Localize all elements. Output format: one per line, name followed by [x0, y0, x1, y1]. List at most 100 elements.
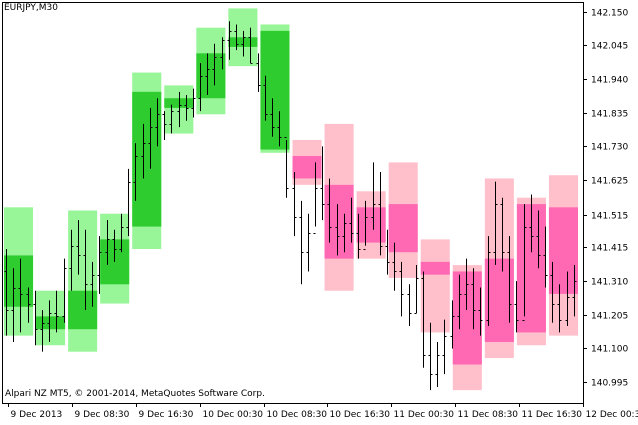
ohlc-bar — [471, 268, 476, 330]
time-tick-label: 10 Dec 16:30 — [330, 410, 391, 420]
ohlc-bar — [292, 172, 297, 237]
ohlc-bar — [105, 220, 110, 266]
ohlc-bar — [148, 107, 153, 169]
ohlc-bar — [248, 27, 253, 64]
ohlc-bar — [112, 229, 117, 262]
ohlc-bar — [385, 229, 390, 275]
ohlc-bar — [565, 271, 570, 327]
ohlc-bar — [126, 168, 131, 237]
ohlc-bar — [421, 271, 426, 368]
range-box-outer — [164, 85, 194, 134]
price-tick-label: 141.100 — [591, 345, 628, 355]
ohlc-bar — [356, 213, 361, 259]
ohlc-bar — [457, 274, 462, 330]
ohlc-bar — [486, 236, 491, 327]
plot-frame — [2, 2, 584, 404]
price-tick-label: 141.515 — [591, 212, 628, 222]
ohlc-bar — [18, 258, 23, 333]
ohlc-bar — [155, 98, 160, 147]
price-tick-label: 141.940 — [591, 76, 628, 86]
ohlc-bar — [522, 204, 527, 321]
price-tick-label: 142.150 — [591, 9, 628, 19]
ohlc-bars — [4, 21, 577, 391]
range-box-inner — [452, 271, 482, 365]
ohlc-bar — [169, 104, 174, 134]
ohlc-bar — [514, 281, 519, 333]
ohlc-bar — [198, 62, 203, 112]
range-box-outer — [420, 239, 450, 333]
ohlc-bar — [47, 300, 52, 343]
ohlc-bar — [407, 284, 412, 327]
range-box-inner — [164, 98, 194, 108]
ohlc-bar — [177, 91, 182, 128]
ohlc-bar — [507, 236, 512, 323]
ohlc-bar — [371, 162, 376, 230]
ohlc-bar — [335, 204, 340, 256]
ohlc-bar — [284, 137, 289, 198]
ohlc-bar — [62, 258, 67, 323]
ohlc-bar — [54, 290, 59, 333]
ohlc-bar — [327, 178, 332, 243]
range-box-inner — [420, 261, 450, 275]
price-tick-label: 141.625 — [591, 177, 628, 187]
ohlc-bar — [141, 123, 146, 179]
time-tick-label: 9 Dec 2013 — [11, 410, 63, 420]
ohlc-bar — [299, 200, 304, 285]
ohlc-bar — [205, 53, 210, 96]
ohlc-bar — [33, 290, 38, 346]
time-tick-label: 9 Dec 16:30 — [139, 410, 194, 420]
price-tick-label: 141.835 — [591, 110, 628, 120]
price-tick-label: 142.045 — [591, 42, 628, 52]
time-tick-label: 11 Dec 08:30 — [458, 410, 519, 420]
symbol-timeframe-label: EURJPY,M30 — [4, 3, 58, 13]
range-box-inner — [548, 207, 578, 294]
range-boxes — [4, 8, 578, 391]
ohlc-bar — [342, 213, 347, 253]
price-tick-label: 141.730 — [591, 143, 628, 153]
time-tick-label: 11 Dec 00:30 — [394, 410, 455, 420]
ohlc-bar — [162, 111, 167, 140]
time-tick-label: 10 Dec 00:30 — [203, 410, 264, 420]
ohlc-bar — [97, 236, 102, 294]
ohlc-bar — [543, 226, 548, 288]
range-box-inner — [260, 30, 290, 150]
ohlc-bar — [270, 98, 275, 137]
ohlc-bar — [378, 172, 383, 256]
ohlc-bar — [306, 213, 311, 272]
price-tick-label: 141.205 — [591, 312, 628, 322]
ohlc-bar — [277, 111, 282, 147]
ohlc-bar — [256, 53, 261, 92]
ohlc-bar — [493, 181, 498, 266]
ohlc-bar — [572, 265, 577, 317]
ohlc-bar — [464, 258, 469, 310]
ohlc-bar — [392, 242, 397, 291]
ohlc-bar — [191, 88, 196, 118]
ohlc-bar — [320, 146, 325, 221]
range-box-inner — [36, 316, 66, 330]
ohlc-bar — [263, 75, 268, 121]
range-box-inner — [388, 204, 418, 253]
ohlc-bar — [212, 43, 217, 86]
range-box-inner — [196, 53, 226, 99]
range-box-inner — [132, 91, 162, 227]
ohlc-bar — [4, 249, 9, 336]
range-box-inner — [324, 184, 354, 259]
range-box-inner — [292, 155, 322, 179]
ohlc-bar — [442, 319, 447, 375]
ohlc-bar — [26, 287, 31, 323]
ohlc-bar — [363, 200, 368, 250]
price-tick-label: 141.415 — [591, 244, 628, 254]
ohlc-bar — [76, 220, 81, 275]
ohlc-bar — [234, 24, 239, 51]
ohlc-bar — [133, 143, 138, 201]
ohlc-bar — [220, 37, 225, 70]
ohlc-bar — [241, 30, 246, 57]
ohlc-bar — [500, 197, 505, 272]
ohlc-bar — [69, 229, 74, 291]
ohlc-bar — [90, 261, 95, 307]
ohlc-bar — [119, 213, 124, 253]
ohlc-bar — [550, 261, 555, 323]
